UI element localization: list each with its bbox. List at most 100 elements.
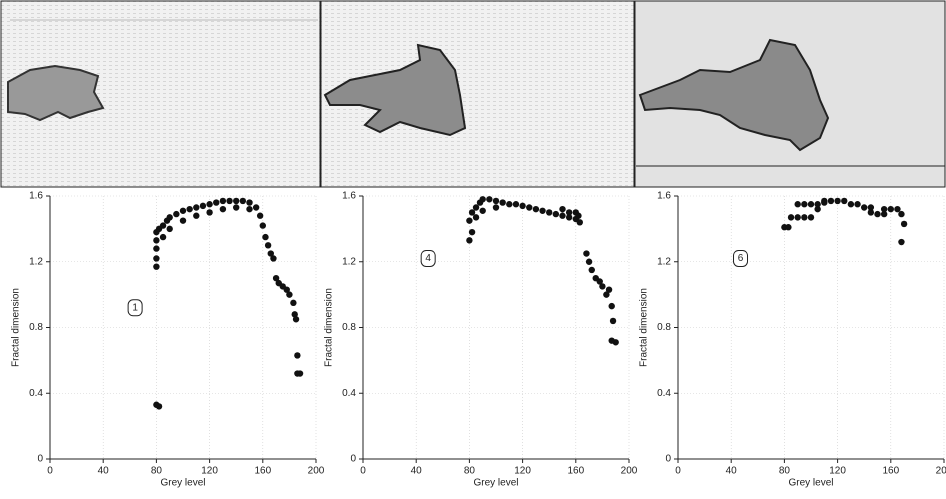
point [264,242,272,249]
photo-3 [634,0,946,188]
x-tick-label: 80 [151,466,163,477]
point [259,222,266,229]
point [262,233,269,241]
point [256,212,264,219]
y-tick-label: 1.6 [342,191,356,202]
y-tick-label: 1.2 [657,256,671,267]
point [226,197,233,205]
y-tick-label: 0 [665,454,671,465]
photo-2 [320,0,635,188]
point [267,250,274,257]
point [286,291,293,298]
y-tick-label: 0.4 [657,388,671,399]
x-tick-label: 0 [47,466,53,477]
point [292,316,300,323]
point [785,224,792,231]
point [252,204,260,211]
x-tick-label: 40 [98,466,110,477]
x-tick-label: 160 [254,466,271,477]
point [801,201,808,208]
point [173,210,180,218]
y-axis-label: Fractal dimension [324,288,335,367]
y-tick-label: 1.2 [29,256,43,267]
point [565,209,573,216]
point [166,214,173,221]
x-tick-label: 200 [936,466,946,477]
point [246,199,253,206]
annotation: 1 [132,302,138,313]
point [153,237,160,244]
point [468,209,476,216]
x-tick-label: 0 [675,466,681,477]
point [603,291,610,298]
x-tick-label: 160 [882,466,899,477]
point [546,209,553,216]
point [291,311,298,318]
x-tick-label: 40 [411,466,423,477]
y-axis-label: Fractal dimension [639,288,650,367]
point [246,205,253,213]
point [492,197,500,205]
y-tick-label: 0 [37,454,43,465]
point [233,204,240,211]
x-tick-label: 120 [201,466,218,477]
point [153,245,160,252]
y-tick-label: 0.8 [342,322,356,333]
point [219,205,227,213]
point [233,197,240,205]
point [166,225,173,233]
point [213,199,220,206]
point [575,212,582,219]
point [596,278,603,285]
point [479,196,486,203]
point [296,370,304,377]
point [801,214,808,221]
point [506,201,513,208]
point [608,337,615,344]
point [787,214,795,221]
point [219,197,227,205]
point [559,205,566,213]
x-tick-label: 0 [360,466,366,477]
point [807,214,815,221]
point [794,201,801,208]
point [898,210,905,218]
annotation: 4 [425,253,431,264]
point [867,204,875,211]
point [539,207,546,214]
point [807,201,815,208]
point [599,283,606,290]
x-tick-label: 40 [726,466,738,477]
point [512,201,520,208]
point [153,255,160,262]
x-tick-label: 200 [621,466,638,477]
x-axis-label: Grey level [788,478,833,489]
point [583,250,590,257]
x-tick-label: 120 [829,466,846,477]
point [270,255,277,262]
point [519,202,526,210]
point [552,210,560,218]
point [179,217,187,224]
point [155,403,163,410]
point [585,258,593,265]
point [900,220,908,228]
y-tick-label: 1.6 [657,191,671,202]
annotation: 6 [738,253,744,264]
point [847,201,855,208]
point [239,197,247,205]
chart: 0 0.4 0.8 1.2 1.6 0 40 80 120 160 200 Grey level Fra… [639,191,946,489]
point [894,205,901,213]
point [526,204,533,211]
point [576,219,583,226]
point [794,214,801,221]
point [887,205,894,213]
point [206,201,213,208]
y-tick-label: 1.2 [342,256,356,267]
point [492,204,500,211]
x-axis-label: Grey level [160,478,205,489]
y-tick-label: 0.8 [29,322,43,333]
point [199,202,207,210]
